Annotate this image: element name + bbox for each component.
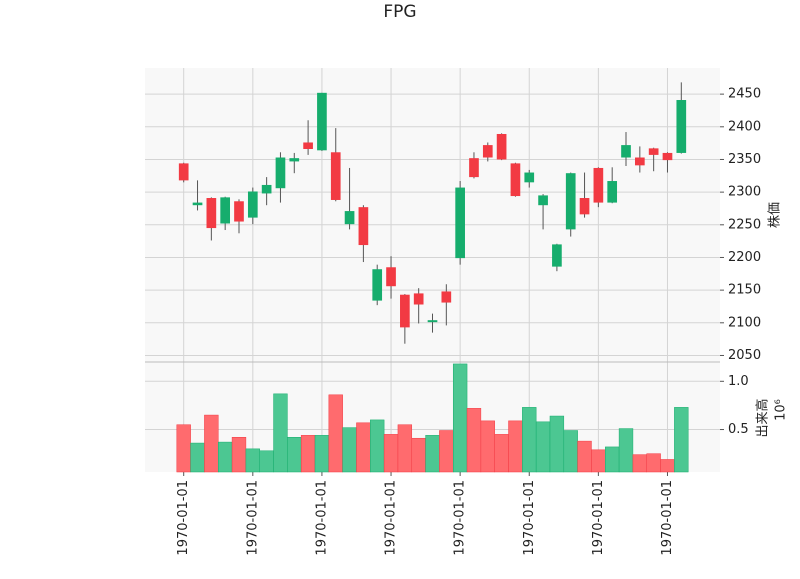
volume-bar xyxy=(632,454,647,473)
y-tick-label: 2050 xyxy=(728,348,761,363)
volume-bar xyxy=(549,415,565,473)
candle-body xyxy=(552,244,562,267)
candle-body xyxy=(275,157,286,189)
volume-bar xyxy=(480,420,495,473)
candle-body xyxy=(303,142,313,150)
candle-body xyxy=(634,157,645,166)
candle-body xyxy=(482,145,493,158)
volume-bar xyxy=(314,435,330,473)
chart-title: FPG xyxy=(383,2,416,22)
candle-body xyxy=(192,202,203,206)
candle-body xyxy=(565,173,576,230)
volume-bar xyxy=(342,427,357,473)
volume-bar xyxy=(452,363,468,473)
volume-tick-label: 0.5 xyxy=(728,422,749,437)
candle-body xyxy=(261,184,272,194)
candle-body xyxy=(386,267,396,287)
volume-bar xyxy=(190,442,205,473)
volume-bar xyxy=(425,435,440,473)
y-tick-label: 2200 xyxy=(728,250,761,265)
candle-body xyxy=(427,320,438,323)
candle-body xyxy=(289,158,300,162)
candle-body xyxy=(178,163,189,181)
volume-bar xyxy=(218,441,233,473)
candle-body xyxy=(662,152,673,161)
volume-bar xyxy=(577,440,592,473)
x-tick-label: 1970-01-01 xyxy=(591,480,606,556)
candle-body xyxy=(317,92,327,151)
candle-body xyxy=(648,148,659,155)
candle-body xyxy=(455,187,465,259)
x-tick-label: 1970-01-01 xyxy=(660,480,675,556)
y-tick-label: 2300 xyxy=(728,185,761,200)
volume-bar xyxy=(411,437,426,473)
volume-bar xyxy=(674,407,689,473)
candle-body xyxy=(510,163,521,197)
volume-axis-label: 出来高 xyxy=(755,398,771,437)
candle-body xyxy=(220,197,231,224)
candle-body xyxy=(676,100,687,153)
volume-bar xyxy=(439,430,454,473)
candle-body xyxy=(496,133,507,160)
candle-body xyxy=(234,201,244,222)
volume-tick-label: 1.0 xyxy=(728,374,749,389)
candle-body xyxy=(441,291,452,303)
volume-bar xyxy=(287,437,302,473)
candle-body xyxy=(206,198,217,229)
volume-bar xyxy=(466,408,482,473)
candle-body xyxy=(400,294,410,328)
candle-body xyxy=(593,167,604,203)
y-tick-label: 2250 xyxy=(728,217,761,232)
volume-bar xyxy=(259,450,274,473)
volume-bar xyxy=(494,434,509,473)
volume-bar xyxy=(563,430,578,473)
candle-body xyxy=(621,145,631,158)
volume-bar xyxy=(522,407,537,473)
candle-body xyxy=(538,195,548,206)
x-tick-label: 1970-01-01 xyxy=(453,480,468,556)
candle-body xyxy=(607,181,618,203)
volume-bar xyxy=(204,414,219,473)
volume-bar xyxy=(605,446,620,473)
volume-bar xyxy=(591,449,606,473)
volume-bar xyxy=(245,448,260,473)
y-axis-label: 株価 xyxy=(768,202,783,228)
volume-bar xyxy=(328,394,343,473)
volume-offset-label: 10⁶ xyxy=(774,399,789,421)
x-tick-label: 1970-01-01 xyxy=(176,480,191,556)
y-tick-label: 2400 xyxy=(728,119,761,134)
y-tick-label: 2350 xyxy=(728,152,761,167)
volume-bar xyxy=(273,393,288,473)
x-tick-label: 1970-01-01 xyxy=(522,480,537,556)
candle-body xyxy=(344,211,355,225)
volume-bar xyxy=(646,453,661,473)
volume-bar xyxy=(176,424,191,473)
volume-bar xyxy=(383,434,399,473)
y-tick-label: 2450 xyxy=(728,87,761,102)
y-tick-label: 2150 xyxy=(728,283,761,298)
candle-body xyxy=(372,269,383,301)
candle-body xyxy=(524,172,535,183)
x-tick-label: 1970-01-01 xyxy=(384,480,399,556)
volume-bar xyxy=(356,422,371,473)
x-tick-label: 1970-01-01 xyxy=(245,480,260,556)
volume-bar xyxy=(397,424,413,473)
volume-bar xyxy=(660,459,675,473)
candle-body xyxy=(330,152,341,200)
candle-body xyxy=(579,198,590,215)
candle-body xyxy=(413,293,424,305)
candle-body xyxy=(469,158,479,178)
volume-bar xyxy=(618,428,634,473)
volume-bar xyxy=(508,420,523,473)
candle-body xyxy=(247,191,258,218)
volume-bar xyxy=(300,435,316,473)
volume-bar xyxy=(535,421,551,473)
candle-body xyxy=(358,207,369,246)
x-tick-label: 1970-01-01 xyxy=(314,480,329,556)
volume-bar xyxy=(370,419,385,473)
volume-bar xyxy=(231,437,247,473)
y-tick-label: 2100 xyxy=(728,315,761,330)
